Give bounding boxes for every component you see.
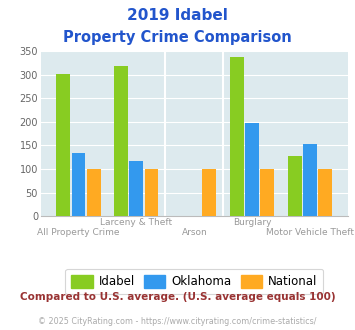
- Text: Property Crime Comparison: Property Crime Comparison: [63, 30, 292, 45]
- Text: Motor Vehicle Theft: Motor Vehicle Theft: [266, 228, 354, 237]
- Text: © 2025 CityRating.com - https://www.cityrating.com/crime-statistics/: © 2025 CityRating.com - https://www.city…: [38, 317, 317, 326]
- Text: All Property Crime: All Property Crime: [37, 228, 120, 237]
- Bar: [202, 169, 217, 216]
- Text: Larceny & Theft: Larceny & Theft: [100, 218, 173, 227]
- Text: Burglary: Burglary: [233, 218, 272, 227]
- Bar: [303, 144, 317, 216]
- Bar: [144, 169, 158, 216]
- Text: Arson: Arson: [181, 228, 207, 237]
- Bar: [72, 152, 86, 216]
- Bar: [130, 160, 143, 216]
- Text: 2019 Idabel: 2019 Idabel: [127, 8, 228, 23]
- Bar: [230, 57, 244, 216]
- Legend: Idabel, Oklahoma, National: Idabel, Oklahoma, National: [65, 269, 323, 294]
- Bar: [114, 66, 128, 216]
- Bar: [288, 156, 302, 216]
- Text: Compared to U.S. average. (U.S. average equals 100): Compared to U.S. average. (U.S. average …: [20, 292, 335, 302]
- Bar: [318, 169, 332, 216]
- Bar: [261, 169, 274, 216]
- Bar: [87, 169, 100, 216]
- Bar: [245, 123, 259, 216]
- Bar: [56, 74, 70, 216]
